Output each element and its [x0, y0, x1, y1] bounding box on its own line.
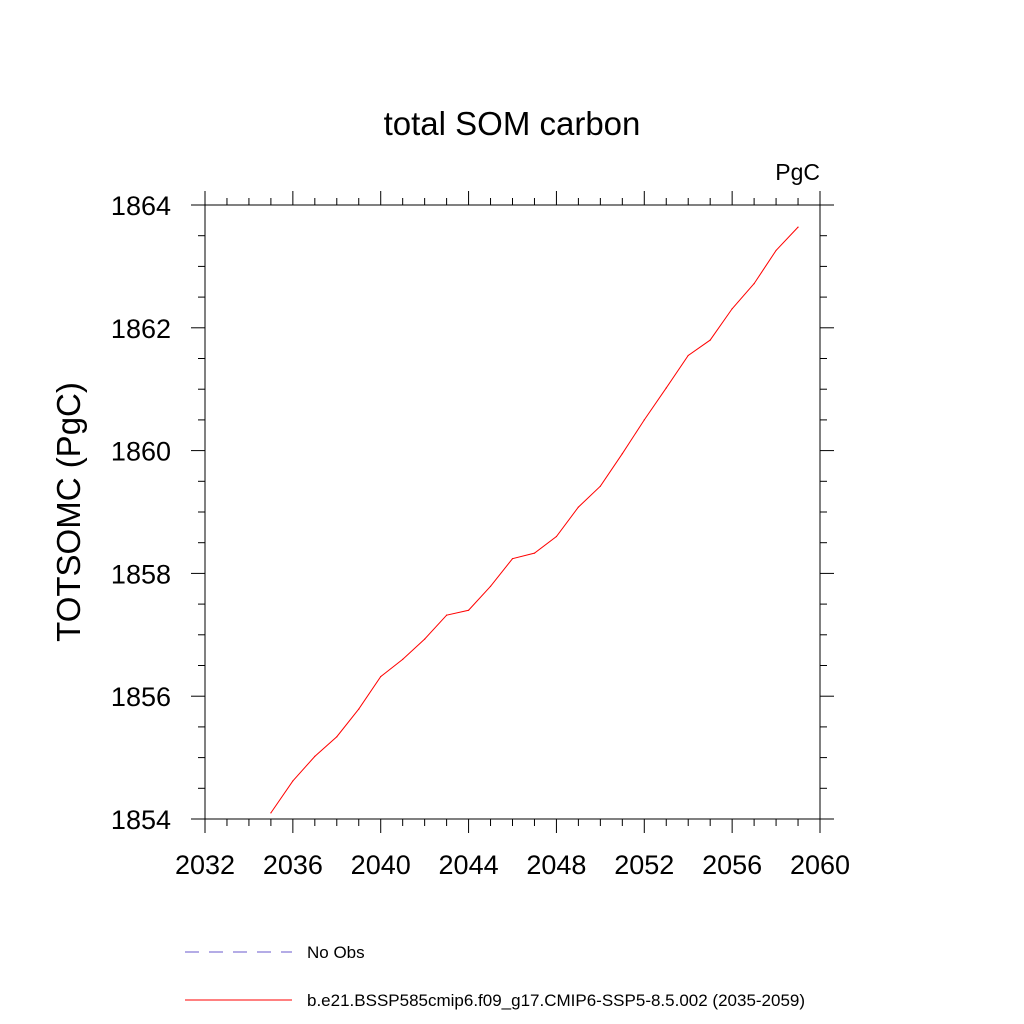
x-tick-label: 2040	[351, 850, 411, 880]
data-point	[511, 558, 514, 560]
data-point	[270, 812, 272, 814]
tick-labels: 2032 2036 2040 2044 2048 2052 2056 2060 1854 1856…	[111, 191, 850, 880]
legend: No Obs b.e21.BSSP585cmip6.f09_g17.CMIP6-S…	[185, 943, 805, 1010]
legend-label: No Obs	[307, 943, 365, 962]
x-tick-label: 2056	[702, 850, 762, 880]
y-axis-label: TOTSOMC (PgC)	[50, 382, 87, 642]
data-point	[314, 755, 316, 757]
data-point	[336, 736, 338, 738]
y-tick-label: 1860	[111, 437, 171, 467]
data-point	[555, 535, 558, 538]
data-point	[489, 585, 492, 587]
chart-title: total SOM carbon	[384, 105, 641, 142]
data-point	[446, 614, 448, 616]
data-point	[775, 249, 777, 252]
y-tick-label: 1862	[111, 314, 171, 344]
y-tick-label: 1858	[111, 559, 171, 589]
data-point	[797, 226, 799, 228]
unit-label: PgC	[775, 159, 820, 185]
data-point	[643, 419, 645, 421]
data-point	[599, 485, 601, 487]
legend-label: b.e21.BSSP585cmip6.f09_g17.CMIP6-SSP5-8.…	[307, 991, 805, 1010]
data-point	[687, 354, 689, 357]
data-point	[665, 387, 667, 389]
x-tick-label: 2052	[614, 850, 674, 880]
y-tick-label: 1864	[111, 191, 171, 221]
x-tick-label: 2032	[175, 850, 235, 880]
y-tick-label: 1856	[111, 682, 171, 712]
data-point	[424, 638, 426, 640]
data-point	[358, 708, 360, 710]
x-tick-label: 2060	[790, 850, 850, 880]
data-point	[467, 609, 470, 611]
axis-ticks	[191, 191, 834, 833]
data-point	[577, 506, 579, 508]
data-point	[753, 282, 755, 285]
data-point	[402, 658, 404, 660]
data-point	[709, 339, 711, 341]
data-point	[533, 552, 536, 554]
y-tick-label: 1854	[111, 805, 171, 835]
data-point	[621, 453, 623, 455]
data-point	[292, 780, 294, 782]
x-tick-label: 2036	[263, 850, 323, 880]
series-layer	[270, 226, 799, 814]
x-tick-label: 2044	[439, 850, 499, 880]
data-point	[731, 308, 733, 310]
x-tick-label: 2048	[526, 850, 586, 880]
plot-frame	[204, 204, 821, 820]
series-line	[270, 226, 799, 814]
data-point	[380, 675, 382, 678]
